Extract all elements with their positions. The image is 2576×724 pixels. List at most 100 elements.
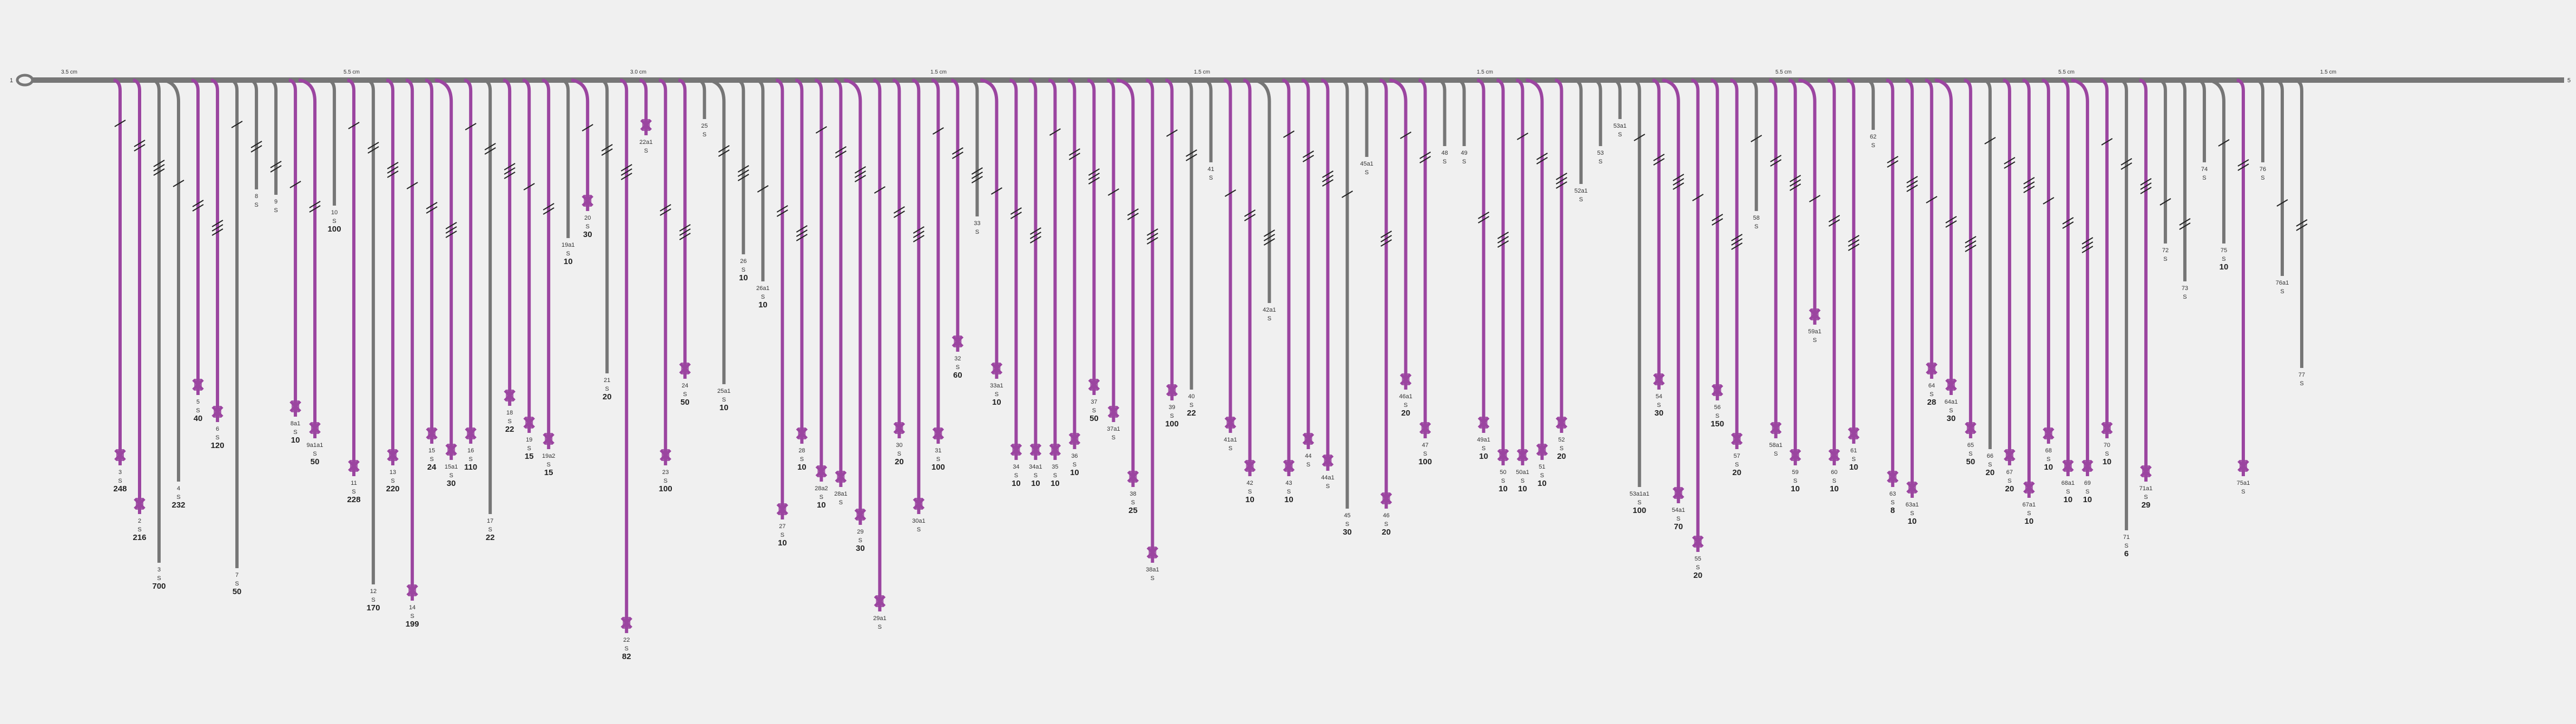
branch-tick <box>1088 173 1100 180</box>
branch-value-label: 22 <box>505 425 514 434</box>
branch-62: 44 S <box>1301 78 1315 468</box>
branch-end-box <box>1402 373 1410 385</box>
branch-line <box>2178 78 2187 281</box>
branch-id-label: 18 <box>506 410 513 416</box>
branch-line <box>1301 78 1310 449</box>
branch-tick <box>504 163 516 170</box>
branch-75: 52 S20 <box>1554 78 1568 461</box>
branch-type-label: S <box>1715 413 1719 419</box>
branch-44: 32 S60 <box>950 78 964 380</box>
branch-type-label: S <box>800 456 804 463</box>
branch-end-box <box>1908 482 1916 493</box>
branch-id-label: 75a1 <box>2237 480 2250 486</box>
branch-tick <box>1146 228 1158 236</box>
branch-tick <box>387 162 399 169</box>
branch-id-label: 58a1 <box>1769 442 1782 449</box>
branch-id-label: 2 <box>138 518 141 524</box>
branch-tick <box>1634 134 1646 141</box>
branch-id-label: 66 <box>1987 453 1993 459</box>
branch-line <box>2207 78 2225 243</box>
branch-value-label: 20 <box>1557 452 1566 461</box>
branch-line <box>1204 78 1213 162</box>
branch-value-label: 10 <box>992 398 1001 407</box>
branch-id-label: 54a1 <box>1672 507 1685 514</box>
branch-id-label: 42 <box>1246 480 1253 486</box>
branch-tick <box>1068 148 1080 156</box>
branch-tick <box>2276 199 2288 207</box>
branch-type-label: S <box>566 251 570 257</box>
branch-tick <box>1984 137 1996 144</box>
branch-line <box>269 78 278 195</box>
branch-id-label: 58 <box>1753 215 1760 221</box>
branch-value-label: 15 <box>525 452 534 461</box>
branch-end-box <box>1226 417 1234 429</box>
branch-id-label: 47 <box>1422 442 1428 449</box>
branch-tick <box>1322 179 1334 187</box>
branch-9: 9S <box>269 78 282 214</box>
branch-type-label: S <box>1832 478 1836 484</box>
branch-line <box>1145 78 1154 563</box>
trunk-start-node <box>16 74 34 87</box>
branch-id-label: 19a1 <box>562 242 574 248</box>
branch-value-label: 170 <box>367 603 380 613</box>
branch-tick <box>1010 207 1022 215</box>
branch-line <box>1788 78 1797 465</box>
branch-id-label: 3 <box>157 567 161 573</box>
branch-end-box <box>2044 427 2052 439</box>
branch-tick <box>1419 152 1431 159</box>
branch-value-label: 110 <box>464 463 477 472</box>
branch-tick <box>2101 138 2113 146</box>
branch-87: 59 S10 <box>1788 78 1801 493</box>
branch-id-label: 43 <box>1285 480 1292 486</box>
branch-type-label: S <box>1170 413 1174 419</box>
branch-line <box>2275 78 2284 276</box>
branch-value-label: 20 <box>1401 409 1410 418</box>
branch-type-label: S <box>878 624 882 630</box>
branch-tick <box>212 220 223 227</box>
branch-type-label: S <box>2066 489 2070 495</box>
branch-value-label: 150 <box>1710 419 1724 429</box>
branch-tick <box>153 160 165 167</box>
branch-id-label: 29 <box>857 529 863 535</box>
branch-end-box <box>623 617 631 629</box>
branch-type-label: S <box>1209 175 1213 181</box>
branch-id-label: 30a1 <box>912 518 925 524</box>
branch-id-label: 49a1 <box>1477 437 1490 443</box>
branch-tick <box>1887 156 1899 163</box>
branch-tick <box>1712 214 1723 221</box>
branch-value-label: 10 <box>1849 463 1858 472</box>
branch-id-label: 25 <box>701 123 708 129</box>
branch-tick <box>387 166 399 174</box>
branch-id-label: 37 <box>1091 399 1097 405</box>
branch-id-label: 53 <box>1597 150 1604 156</box>
branch-line <box>619 78 629 633</box>
branch-tick <box>2218 139 2230 147</box>
branch-tick <box>1029 232 1041 239</box>
branch-line <box>1223 78 1232 433</box>
branch-value-label: 10 <box>1245 495 1254 504</box>
branch-89: 60 S10 <box>1827 78 1840 493</box>
branch-tick <box>1731 234 1743 241</box>
branch-line <box>1690 78 1700 552</box>
branch-tick <box>212 228 223 236</box>
branch-id-label: 21 <box>604 377 610 384</box>
branch-value-label: 10 <box>1479 452 1488 461</box>
branch-end-box <box>584 195 592 207</box>
branch-line <box>707 78 726 384</box>
branch-end-box <box>876 595 884 607</box>
branch-end-box <box>1246 460 1254 472</box>
branch-42: 30a1 S <box>911 78 926 533</box>
branch-type-label: S <box>1365 169 1369 176</box>
branch-value-label: 30 <box>1654 409 1663 418</box>
branch-end-box <box>292 400 300 412</box>
branch-end-box <box>1304 433 1312 445</box>
branch-value-label: 10 <box>778 538 787 548</box>
branch-value-label: 10 <box>1537 479 1547 488</box>
branch-line <box>2197 78 2206 162</box>
branch-type-label: S <box>1131 499 1135 506</box>
branch-tick <box>1848 239 1860 247</box>
branch-line <box>1028 78 1038 460</box>
branch-line <box>1009 78 1018 460</box>
branch-line <box>2139 78 2148 482</box>
branch-line <box>2003 78 2011 465</box>
